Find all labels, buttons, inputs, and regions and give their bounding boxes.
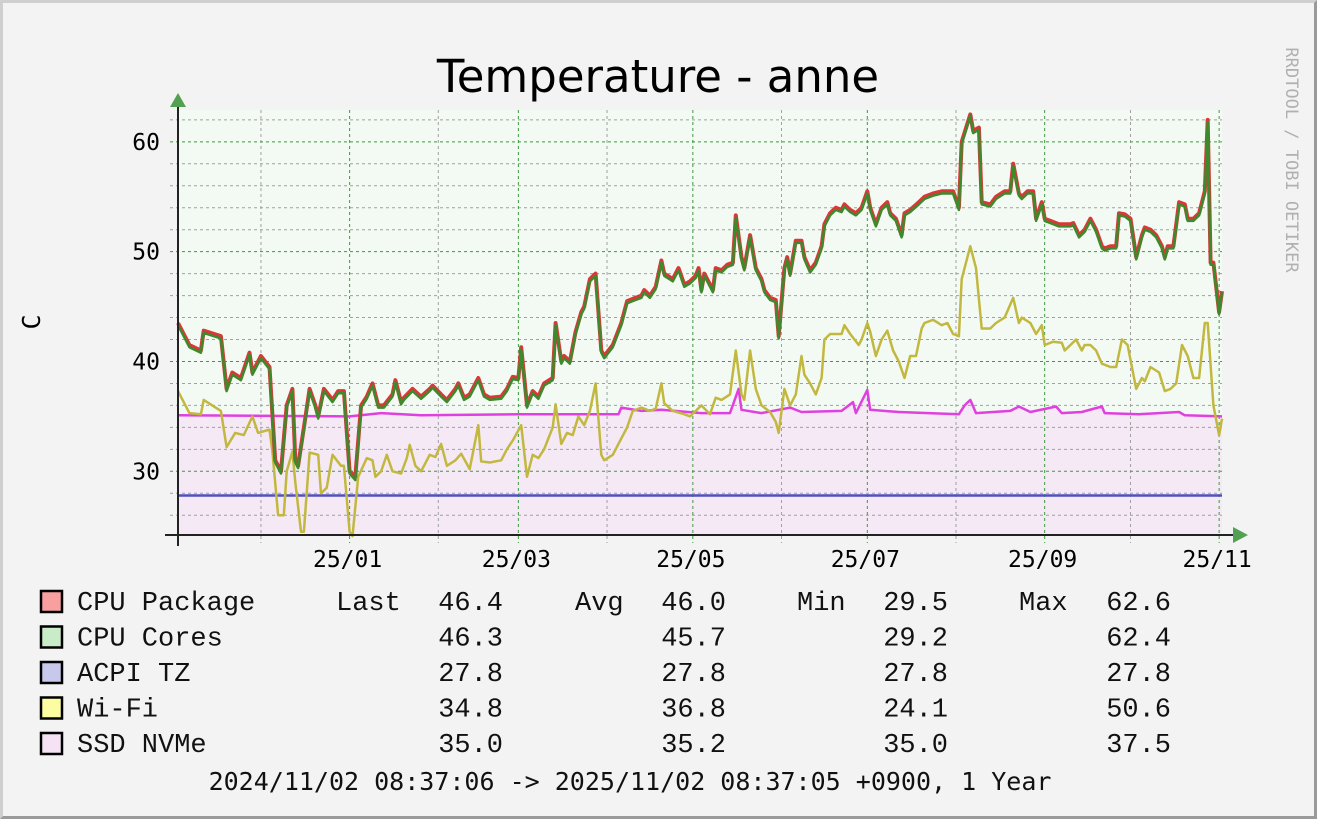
legend-value-avg: 36.8 bbox=[661, 696, 726, 726]
legend-label: ACPI TZ bbox=[77, 660, 190, 690]
plot-area: 30 40 50 60 25/01 25/03 25/05 25/07 25/09 25/11 bbox=[132, 93, 1252, 573]
legend-swatch-icon bbox=[39, 625, 64, 649]
legend-value-last: 35.0 bbox=[438, 731, 503, 761]
legend-swatch-icon bbox=[39, 660, 64, 685]
legend-value-max: 27.8 bbox=[1106, 660, 1171, 690]
legend-label: SSD NVMe bbox=[77, 731, 207, 761]
x-tick-label: 25/11 bbox=[1183, 547, 1252, 573]
legend-value-min: 24.1 bbox=[883, 696, 948, 726]
x-tick-label: 25/05 bbox=[656, 547, 725, 573]
legend-value-last: 27.8 bbox=[438, 660, 503, 690]
legend-label: CPU Package bbox=[77, 589, 255, 619]
series-line-wi-fi bbox=[176, 244, 1224, 538]
legend-header-avg: Avg bbox=[575, 589, 624, 619]
x-tick-label: 25/07 bbox=[831, 547, 900, 573]
x-axis-arrow-icon bbox=[1233, 527, 1248, 543]
y-tick-label: 40 bbox=[132, 349, 160, 375]
legend-value-max: 37.5 bbox=[1106, 731, 1171, 761]
x-tick-label: 25/01 bbox=[313, 547, 382, 573]
legend-item: CPU Cores 46.3 45.7 29.2 62.4 bbox=[39, 625, 1171, 655]
legend-value-last: 34.8 bbox=[438, 696, 503, 726]
time-range-footer: 2024/11/02 08:37:06 -> 2025/11/02 08:37:… bbox=[209, 767, 1052, 796]
series-line-ssd-nvme bbox=[177, 387, 1223, 418]
series-area-ssd-nvme bbox=[178, 388, 1222, 535]
legend-value-avg: 45.7 bbox=[661, 625, 726, 655]
legend-value-max: 50.6 bbox=[1106, 696, 1171, 726]
legend-swatch-icon bbox=[39, 589, 64, 614]
legend-value-min: 27.8 bbox=[883, 660, 948, 690]
y-tick-label: 60 bbox=[132, 130, 160, 156]
legend-header-max: Max bbox=[1019, 589, 1068, 619]
legend-value-max: 62.6 bbox=[1106, 589, 1171, 619]
legend-item: ACPI TZ 27.8 27.8 27.8 27.8 bbox=[39, 660, 1171, 690]
legend-item: Wi-Fi 34.8 36.8 24.1 50.6 bbox=[39, 696, 1171, 726]
y-axis-label: C bbox=[17, 314, 46, 329]
legend-swatch-icon bbox=[39, 731, 64, 756]
legend-item: CPU Package Last 46.4 Avg 46.0 Min 29.5 Max 62.6 bbox=[39, 589, 1171, 619]
y-tick-label: 30 bbox=[132, 459, 160, 485]
legend-value-min: 29.2 bbox=[883, 625, 948, 655]
legend-swatch-icon bbox=[39, 696, 64, 720]
watermark: RRDTOOL / TOBI OETIKER bbox=[1281, 47, 1301, 273]
legend-item: SSD NVMe 35.0 35.2 35.0 37.5 bbox=[39, 731, 1171, 761]
y-tick-label: 50 bbox=[132, 240, 160, 266]
series-line-cpu-cores bbox=[176, 114, 1224, 482]
legend-header-min: Min bbox=[797, 589, 846, 619]
legend-value-avg: 35.2 bbox=[661, 731, 726, 761]
legend-value-max: 62.4 bbox=[1106, 625, 1171, 655]
y-axis-arrow-icon bbox=[170, 93, 186, 107]
x-tick-label: 25/03 bbox=[482, 547, 551, 573]
legend-value-min: 35.0 bbox=[883, 731, 948, 761]
x-tick-label: 25/09 bbox=[1008, 547, 1077, 573]
legend-value-avg: 46.0 bbox=[661, 589, 726, 619]
legend-label: Wi-Fi bbox=[77, 696, 158, 726]
legend-label: CPU Cores bbox=[77, 625, 223, 655]
legend-value-min: 29.5 bbox=[883, 589, 948, 619]
legend-value-last: 46.4 bbox=[438, 589, 503, 619]
legend-value-avg: 27.8 bbox=[661, 660, 726, 690]
legend: CPU Package Last 46.4 Avg 46.0 Min 29.5 Max 62.6… bbox=[39, 589, 1171, 761]
legend-header-last: Last bbox=[336, 589, 401, 619]
legend-value-last: 46.3 bbox=[438, 625, 503, 655]
chart-title: Temperature - anne bbox=[436, 50, 879, 103]
